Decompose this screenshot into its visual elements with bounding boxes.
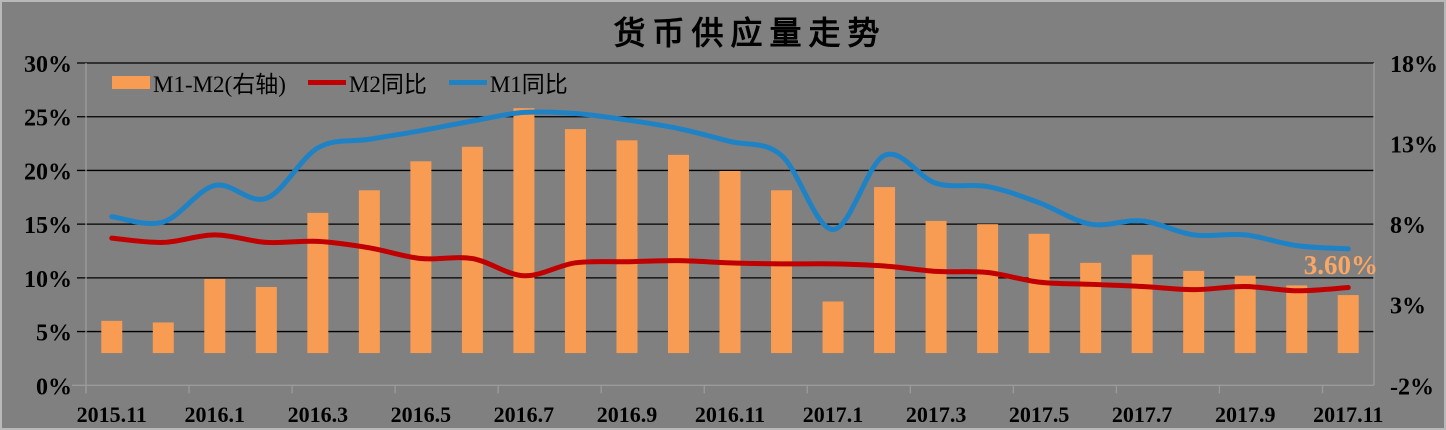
chart-title: 货币供应量走势 [613, 15, 887, 51]
bar [1131, 254, 1153, 354]
series-line [109, 232, 1351, 294]
line-swatch-icon [448, 79, 487, 85]
bar [513, 108, 535, 354]
right-axis-label: 13% [1390, 133, 1438, 159]
bar [1183, 270, 1205, 354]
bar [1286, 285, 1308, 354]
bar [977, 224, 999, 354]
left-axis-label: 20% [24, 159, 72, 185]
x-axis-label: 2016.3 [288, 402, 349, 427]
left-axis-label: 10% [24, 267, 72, 293]
bar [1337, 295, 1359, 354]
bar-swatch-icon [112, 75, 150, 89]
bar [667, 154, 689, 354]
left-axis-label: 15% [24, 213, 72, 239]
bar [822, 301, 844, 354]
legend-item-m1-yoy: M1同比 [448, 65, 568, 99]
data-label-last-bar: 3.60% [1303, 250, 1378, 280]
x-axis-label: 2017.7 [1112, 402, 1173, 427]
x-axis-label: 2017.5 [1009, 402, 1070, 427]
series-line [109, 109, 1351, 252]
bar [771, 190, 793, 354]
line-swatch-icon [307, 79, 346, 85]
legend-label: M1-M2(右轴) [153, 72, 286, 97]
bar [101, 320, 123, 354]
bar [874, 187, 896, 354]
bar [152, 322, 174, 354]
x-axis-label: 2016.11 [695, 402, 765, 427]
right-axis-label: -2% [1390, 374, 1434, 400]
x-axis-label: 2017.1 [803, 402, 864, 427]
left-axis-label: 25% [24, 106, 72, 132]
x-axis-label: 2016.7 [494, 402, 555, 427]
x-axis-label: 2015.11 [77, 402, 147, 427]
bar [1234, 275, 1256, 354]
x-axis-label: 2016.5 [391, 402, 452, 427]
bar [358, 190, 380, 354]
bar [1028, 233, 1050, 354]
legend-item-m2-yoy: M2同比 [307, 65, 427, 99]
left-axis-label: 0% [36, 374, 72, 400]
right-axis-label: 3% [1390, 294, 1426, 320]
left-axis-label: 5% [36, 321, 72, 347]
right-axis-label: 8% [1390, 213, 1426, 239]
legend: M1-M2(右轴) M2同比 M1同比 [112, 64, 590, 100]
bar [461, 146, 483, 354]
left-axis-label: 30% [24, 52, 72, 78]
legend-label: M1同比 [489, 72, 568, 97]
x-axis-label: 2017.11 [1313, 402, 1383, 427]
bar [564, 129, 586, 354]
right-axis-label: 18% [1390, 52, 1438, 78]
x-axis-label: 2016.1 [185, 402, 246, 427]
x-axis-label: 2016.9 [597, 402, 658, 427]
bar [204, 278, 226, 354]
bar [307, 212, 329, 354]
bar [255, 286, 277, 354]
bar [1080, 262, 1102, 354]
x-axis-label: 2017.9 [1215, 402, 1276, 427]
legend-label: M2同比 [348, 72, 427, 97]
legend-item-m1-minus-m2: M1-M2(右轴) [112, 65, 286, 99]
bar [616, 140, 638, 354]
x-axis-label: 2017.3 [906, 402, 967, 427]
bar [925, 220, 947, 354]
